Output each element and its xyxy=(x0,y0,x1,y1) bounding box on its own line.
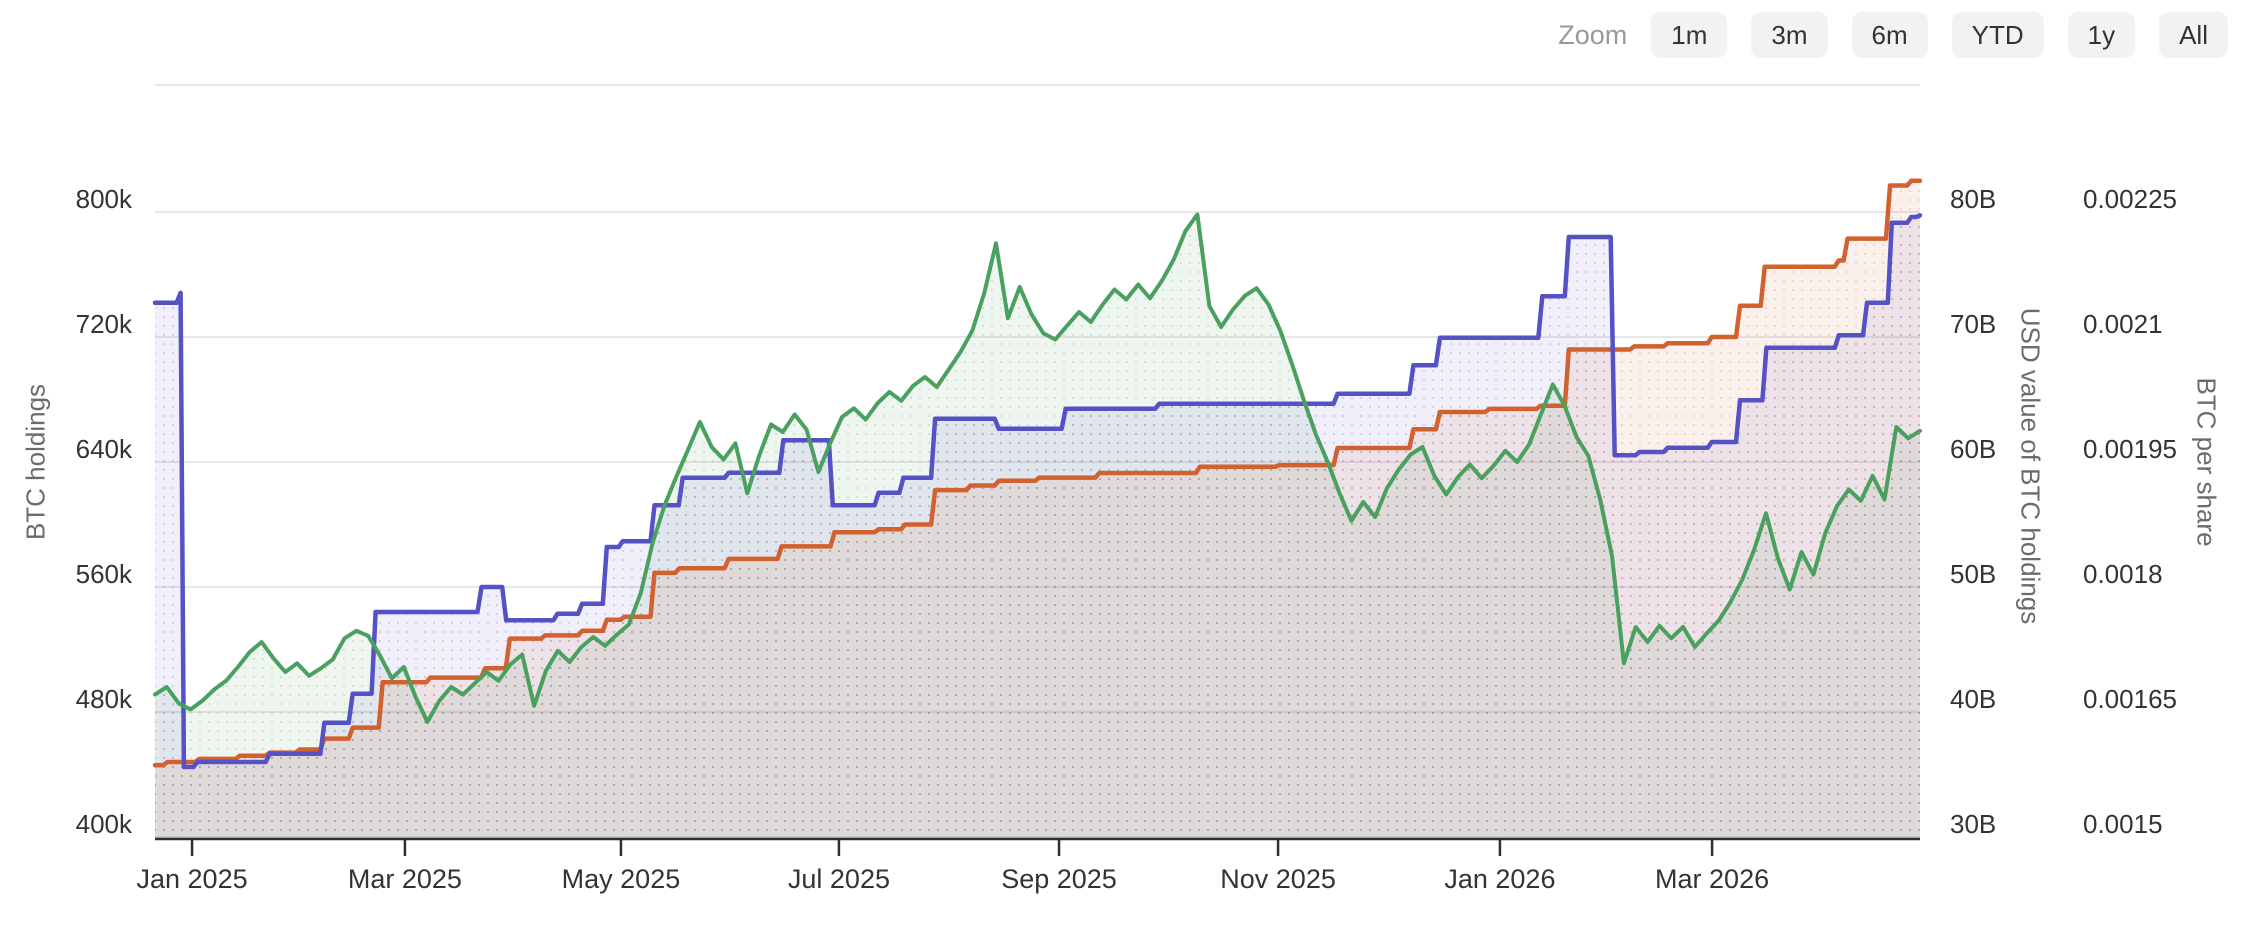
range-button-all[interactable]: All xyxy=(2159,12,2228,58)
y-axis-label-left: 800k xyxy=(75,184,132,215)
holdings-line[interactable] xyxy=(152,178,1923,768)
usd-value-line[interactable] xyxy=(153,212,1922,724)
range-selector: Zoom 1m 3m 6m YTD 1y All xyxy=(1558,12,2228,58)
zoom-label: Zoom xyxy=(1558,19,1628,50)
x-axis-label: Nov 2025 xyxy=(1220,864,1336,894)
x-axis-label: May 2025 xyxy=(561,864,681,894)
y-axis-label-share: 0.00165 xyxy=(2083,684,2177,714)
range-button-3m[interactable]: 3m xyxy=(1751,12,1828,58)
per-share-line[interactable] xyxy=(152,213,1923,770)
y-axis-label-usd: 70B xyxy=(1950,309,1997,339)
y-axis-label-left: 560k xyxy=(75,559,132,589)
range-button-6m[interactable]: 6m xyxy=(1851,12,1928,58)
x-axis-label: Mar 2026 xyxy=(1655,864,1770,894)
y-axis-label-usd: 40B xyxy=(1950,684,1997,714)
y-axis-label-left: 720k xyxy=(75,309,132,340)
y-axis-label-usd: 60B xyxy=(1950,434,1997,464)
y-axis-label-usd: 80B xyxy=(1950,184,1997,214)
y-axis-label-usd: 50B xyxy=(1950,559,1997,589)
x-axis-label: Mar 2025 xyxy=(347,864,462,894)
y-axis-label-share: 0.0018 xyxy=(2083,559,2163,589)
range-button-1y[interactable]: 1y xyxy=(2067,12,2136,58)
y-axis-label-share: 0.0021 xyxy=(2083,309,2163,339)
holdings-area-texture xyxy=(155,180,1920,840)
x-axis-label: Jan 2025 xyxy=(136,864,248,894)
y-axis-label-share: 0.0015 xyxy=(2083,809,2163,839)
y-axis-label-left: 400k xyxy=(75,809,132,839)
range-button-1m[interactable]: 1m xyxy=(1651,12,1728,58)
x-axis-label: Jan 2026 xyxy=(1444,864,1556,894)
x-axis-label: Jul 2025 xyxy=(787,864,890,894)
y-axis-label-usd: 30B xyxy=(1950,809,1997,839)
share-axis-title: BTC per share xyxy=(2191,377,2222,547)
y-axis-label-left: 640k xyxy=(75,434,132,464)
range-button-ytd[interactable]: YTD xyxy=(1951,12,2044,58)
y-axis-label-share: 0.00195 xyxy=(2083,434,2177,464)
x-axis-label: Sep 2025 xyxy=(1001,864,1117,894)
y-axis-label-left: 480k xyxy=(75,684,132,714)
usd-axis-title: USD value of BTC holdings xyxy=(2015,307,2046,625)
y-axis-label-share: 0.00225 xyxy=(2083,184,2177,214)
